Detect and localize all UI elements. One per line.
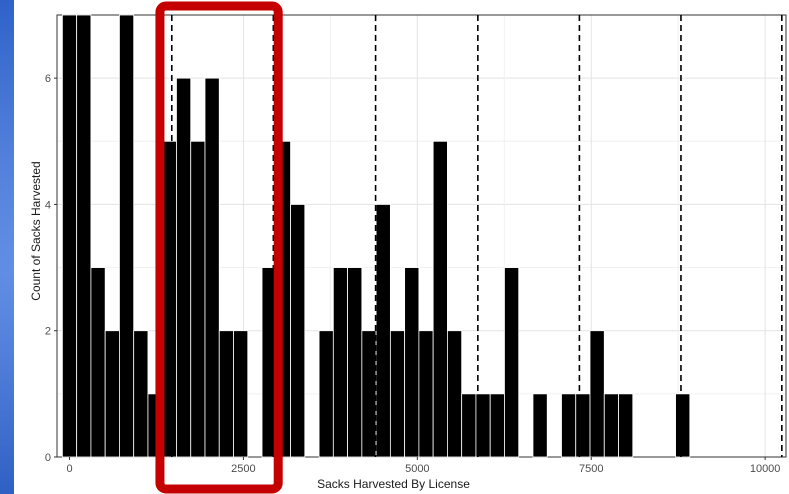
histogram-bar	[61, 14, 78, 458]
histogram-bar	[603, 393, 619, 458]
histogram-bar	[389, 330, 406, 458]
histogram-bar	[218, 330, 234, 458]
histogram-bar	[432, 140, 448, 458]
histogram-bar	[204, 77, 220, 458]
y-axis-title: Count of Sacks Harvested	[29, 161, 43, 300]
histogram-bar	[404, 267, 420, 458]
y-tick-label: 0	[45, 452, 51, 464]
x-tick-label: 2500	[231, 463, 255, 475]
histogram-bar	[489, 393, 505, 458]
y-tick-label: 6	[45, 73, 51, 85]
histogram-bar	[347, 267, 363, 458]
histogram-bar	[76, 14, 92, 458]
histogram-bar	[90, 267, 106, 458]
x-tick-label: 0	[66, 463, 72, 475]
bars	[61, 14, 691, 458]
histogram-bar	[176, 77, 192, 458]
histogram-bar	[461, 393, 477, 458]
histogram-bar	[589, 330, 605, 458]
histogram-bar	[318, 330, 334, 458]
histogram-bar	[119, 14, 135, 458]
histogram-bar	[418, 330, 434, 458]
histogram-bar	[190, 140, 206, 458]
histogram-bar	[575, 393, 591, 458]
histogram-bar	[361, 330, 377, 458]
histogram-bar	[104, 330, 120, 458]
x-tick-label: 7500	[579, 463, 603, 475]
histogram-bar	[504, 267, 520, 458]
dashed-reference-lines	[170, 15, 783, 457]
histogram-bar	[618, 393, 634, 458]
x-tick-label: 5000	[405, 463, 429, 475]
highlight-box	[155, 1, 283, 494]
y-tick-label: 2	[45, 326, 51, 338]
x-axis-title: Sacks Harvested By License	[317, 477, 470, 491]
y-axis-ticks: 0 2 4 6	[45, 73, 57, 464]
y-tick-label: 4	[45, 199, 51, 211]
histogram-bar	[290, 204, 306, 458]
histogram-bar	[332, 267, 348, 458]
histogram-bar	[133, 330, 149, 458]
histogram-bar	[561, 393, 577, 458]
x-axis-ticks: 0 2500 5000 7500 10000	[66, 457, 780, 475]
histogram-bar	[675, 393, 691, 458]
histogram-bar	[233, 330, 249, 458]
histogram-bar	[447, 330, 463, 458]
x-tick-label: 10000	[750, 463, 781, 475]
histogram-bar	[375, 204, 391, 458]
histogram-bar	[532, 393, 548, 458]
